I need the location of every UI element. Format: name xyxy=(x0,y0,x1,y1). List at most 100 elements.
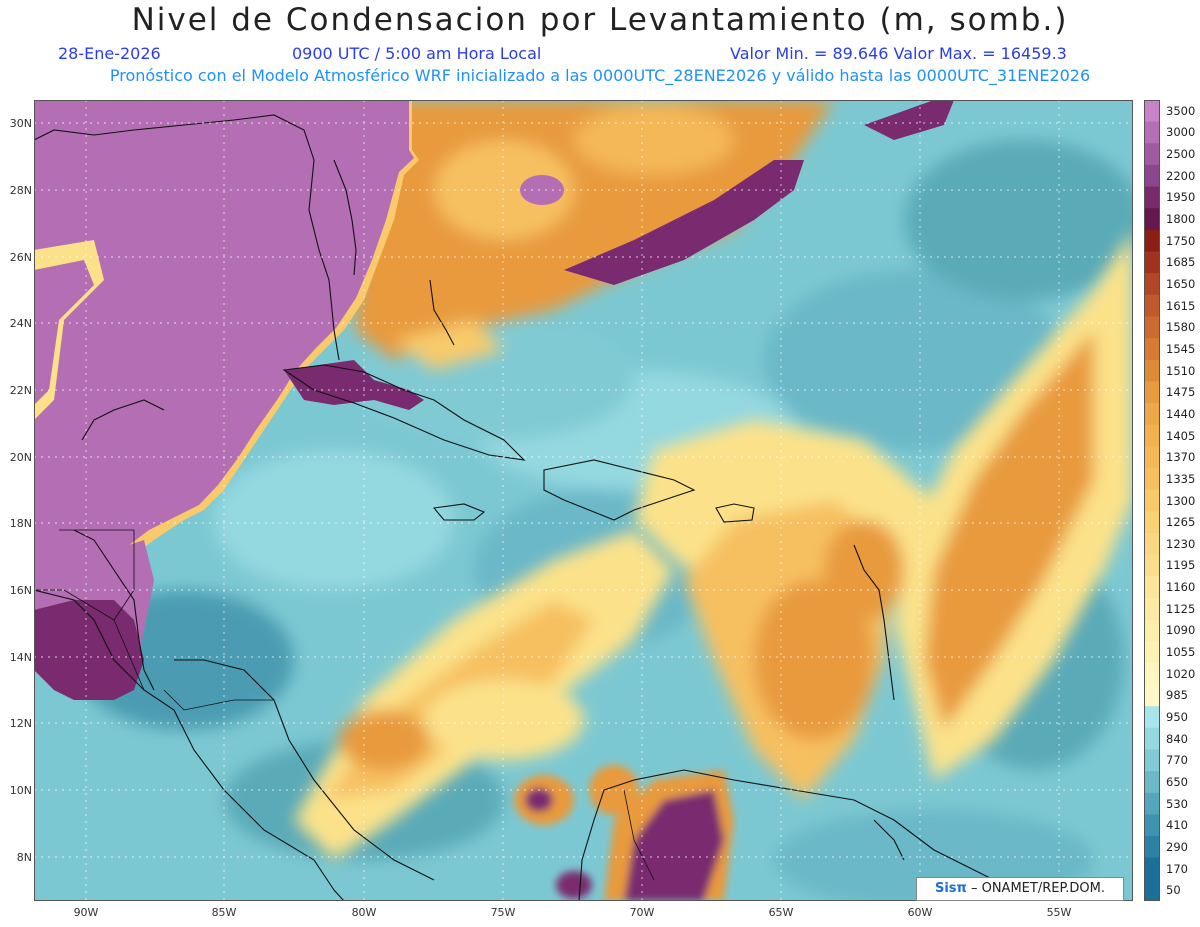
colorbar-label: 1090 xyxy=(1166,623,1196,638)
colorbar-swatch xyxy=(1144,771,1160,794)
colorbar-label: 1230 xyxy=(1166,536,1196,551)
lat-tick: 20N xyxy=(9,451,32,464)
colorbar-label: 1475 xyxy=(1166,385,1196,400)
colorbar-label: 1685 xyxy=(1166,255,1196,270)
field-cuba xyxy=(284,360,424,410)
colorbar-label: 1300 xyxy=(1166,493,1196,508)
forecast-time: 0900 UTC / 5:00 am Hora Local xyxy=(292,44,542,63)
map-plot xyxy=(34,100,1133,901)
colorbar-label: 1650 xyxy=(1166,277,1196,291)
colorbar-swatch xyxy=(1144,792,1160,815)
forecast-date: 28-Ene-2026 xyxy=(58,44,161,63)
gridlines xyxy=(34,100,1133,901)
colorbar-label: 1405 xyxy=(1166,428,1196,443)
colorbar-label: 3000 xyxy=(1166,125,1196,140)
lon-tick: 90W xyxy=(73,906,99,919)
colorbar-label: 530 xyxy=(1166,796,1188,811)
colorbar-label: 1195 xyxy=(1166,558,1196,573)
colorbar-label: 2500 xyxy=(1166,147,1196,162)
colorbar-swatch xyxy=(1144,619,1160,642)
lat-tick: 14N xyxy=(9,651,32,664)
sispi-logo: Sisπ xyxy=(934,881,967,896)
colorbar-swatch xyxy=(1144,294,1160,317)
colorbar-swatch xyxy=(1144,338,1160,361)
colorbar-swatch xyxy=(1144,403,1160,426)
colorbar-swatch xyxy=(1144,121,1160,144)
colorbar-label: 410 xyxy=(1166,818,1188,833)
colorbar-label: 1615 xyxy=(1166,298,1196,313)
field-streak-2 xyxy=(864,100,954,140)
lat-tick: 28N xyxy=(9,184,32,197)
colorbar-swatch xyxy=(1144,684,1160,707)
colorbar xyxy=(1144,100,1160,901)
colorbar-swatch xyxy=(1144,468,1160,491)
lon-tick: 55W xyxy=(1046,906,1072,919)
colorbar-swatch xyxy=(1144,662,1160,686)
model-info: Pronóstico con el Modelo Atmosférico WRF… xyxy=(109,66,1091,85)
colorbar-label: 3500 xyxy=(1166,103,1196,118)
colorbar-label: 1020 xyxy=(1166,666,1196,681)
colorbar-swatch xyxy=(1144,749,1160,772)
credit-box: Sisπ – ONAMET/REP.DOM. xyxy=(916,877,1124,901)
colorbar-label: 840 xyxy=(1166,731,1188,746)
colorbar-swatch xyxy=(1144,164,1160,188)
colorbar-label: 770 xyxy=(1166,753,1188,768)
colorbar-label: 1125 xyxy=(1166,601,1196,616)
colorbar-label: 1580 xyxy=(1166,320,1196,335)
field-purple-blob xyxy=(520,175,564,205)
colorbar-swatch xyxy=(1144,186,1160,209)
colorbar-label: 1335 xyxy=(1166,471,1196,486)
colorbar-swatch xyxy=(1144,208,1160,231)
colorbar-swatch xyxy=(1144,814,1160,837)
colorbar-label: 1265 xyxy=(1166,515,1196,530)
lon-tick: 60W xyxy=(907,906,933,919)
lat-tick: 12N xyxy=(9,717,32,730)
lon-tick: 70W xyxy=(629,906,655,919)
colorbar-label: 2200 xyxy=(1166,168,1196,183)
lat-tick: 26N xyxy=(9,251,32,264)
colorbar-label: 650 xyxy=(1166,774,1188,789)
colorbar-swatch xyxy=(1144,597,1160,621)
field-orange-north xyxy=(354,100,834,370)
field-orange-caribbean xyxy=(294,530,674,860)
field-orange-east xyxy=(634,230,1133,800)
colorbar-label: 50 xyxy=(1166,883,1181,898)
colorbar-label: 1750 xyxy=(1166,233,1196,248)
lat-tick: 8N xyxy=(16,851,32,864)
colorbar-swatch xyxy=(1144,381,1160,404)
lon-tick: 75W xyxy=(490,906,516,919)
field-purple-west xyxy=(34,260,94,405)
colorbar-label: 1545 xyxy=(1166,341,1196,356)
lat-tick: 18N xyxy=(9,517,32,530)
coastlines xyxy=(34,114,1035,901)
colorbar-swatch xyxy=(1144,446,1160,469)
lon-tick: 85W xyxy=(211,906,237,919)
colorbar-label: 950 xyxy=(1166,709,1188,724)
colorbar-swatch xyxy=(1144,100,1160,123)
colorbar-label: 170 xyxy=(1166,861,1188,876)
colorbar-swatch xyxy=(1144,229,1160,253)
map-frame xyxy=(34,100,1133,901)
colorbar-swatch xyxy=(1144,836,1160,859)
colorbar-label: 1950 xyxy=(1166,190,1196,205)
min-max-values: Valor Min. = 89.646 Valor Max. = 16459.3 xyxy=(730,44,1067,63)
colorbar-swatch xyxy=(1144,706,1160,729)
lat-tick: 24N xyxy=(9,317,32,330)
colorbar-swatch xyxy=(1144,143,1160,166)
colorbar-label: 290 xyxy=(1166,839,1188,854)
lat-tick: 16N xyxy=(9,584,32,597)
colorbar-swatch xyxy=(1144,576,1160,599)
colorbar-swatch xyxy=(1144,879,1160,901)
colorbar-swatch xyxy=(1144,532,1160,556)
colorbar-label: 1370 xyxy=(1166,450,1196,465)
colorbar-swatch xyxy=(1144,641,1160,664)
lon-tick: 65W xyxy=(768,906,794,919)
credit-text: – ONAMET/REP.DOM. xyxy=(970,881,1105,896)
colorbar-label: 985 xyxy=(1166,688,1188,703)
colorbar-swatch xyxy=(1144,511,1160,534)
colorbar-label: 1440 xyxy=(1166,406,1196,421)
colorbar-swatch xyxy=(1144,554,1160,577)
lon-tick: 80W xyxy=(351,906,377,919)
colorbar-swatch xyxy=(1144,727,1160,750)
colorbar-swatch xyxy=(1144,273,1160,296)
